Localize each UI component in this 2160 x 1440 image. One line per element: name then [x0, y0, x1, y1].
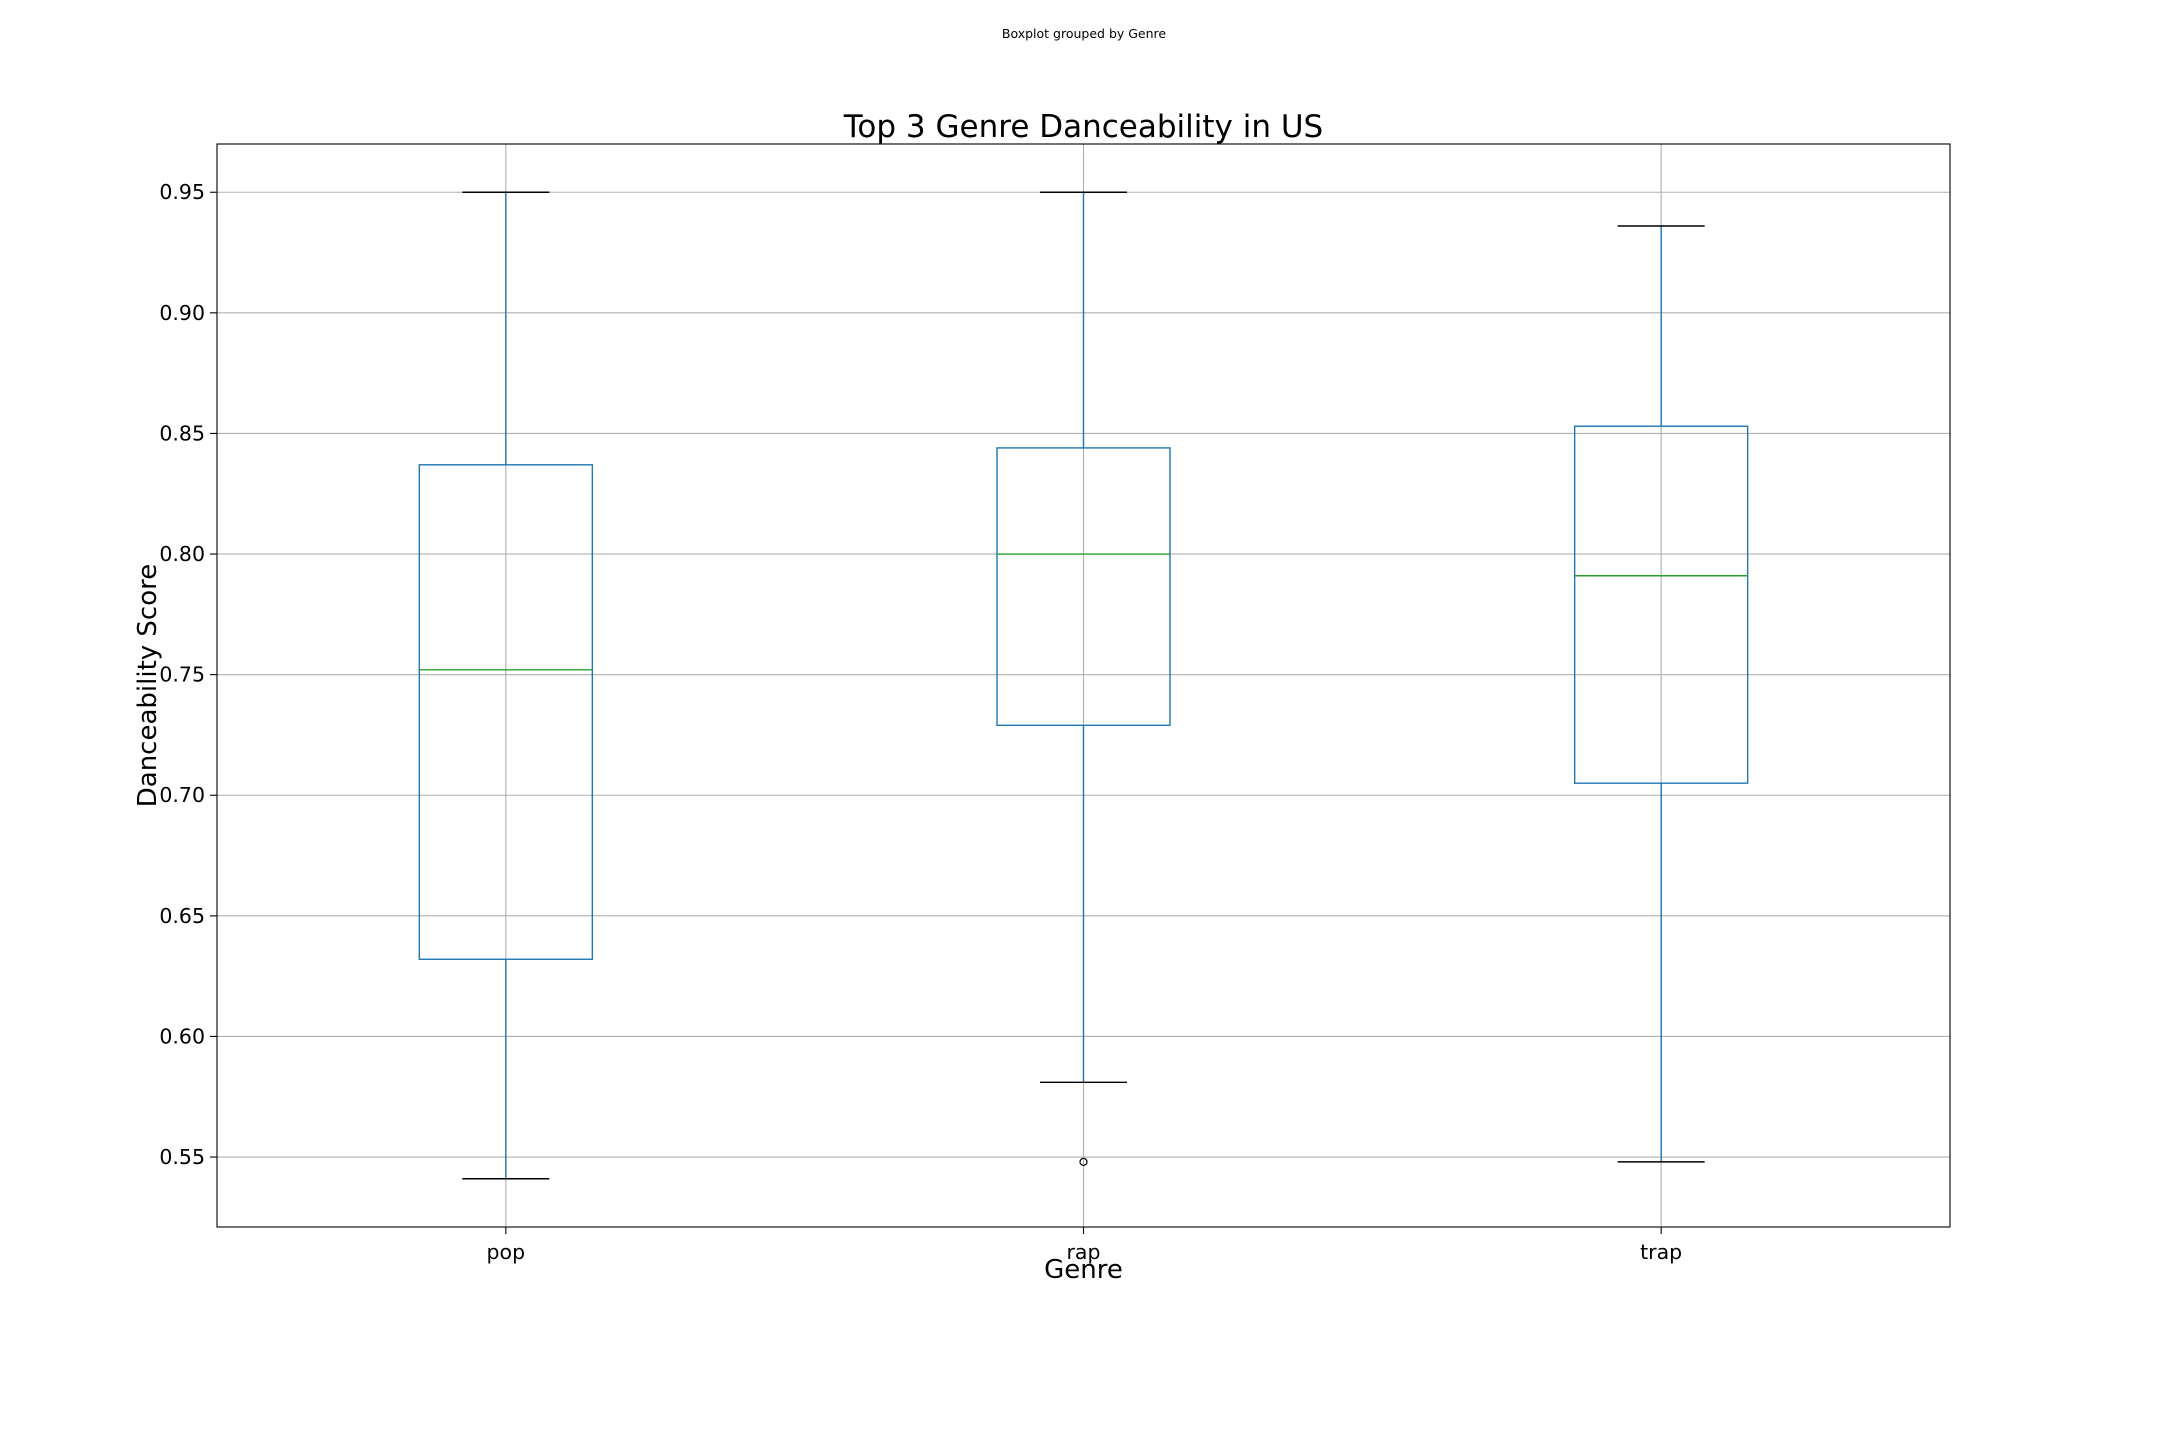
y-tick-label: 0.85: [159, 421, 205, 445]
y-tick-label: 0.65: [159, 904, 205, 928]
y-tick-label: 0.55: [159, 1145, 205, 1169]
y-tick-label: 0.80: [159, 542, 205, 566]
boxplot-area: 0.55 0.60 0.65 0.70 0.75 0.80 0.85 0.90 0.95 pop…: [159, 143, 1951, 1264]
x-tick-label-pop: pop: [487, 1240, 526, 1264]
y-tick-label: 0.75: [159, 663, 205, 687]
iqr-box: [1573, 425, 1749, 784]
y-tick-label: 0.95: [159, 180, 205, 204]
x-axis-ticks: pop rap trap: [487, 1227, 1682, 1264]
y-axis-label: Danceability Score: [133, 564, 163, 808]
boxes: [418, 191, 1749, 1180]
y-tick-label: 0.60: [159, 1024, 205, 1048]
x-axis-label: Genre: [1044, 1255, 1123, 1285]
outlier-point: [1079, 1157, 1088, 1166]
box-trap: [1573, 225, 1749, 1163]
box-pop: [418, 191, 594, 1180]
y-axis-ticks: 0.55 0.60 0.65 0.70 0.75 0.80 0.85 0.90 0.95: [159, 180, 217, 1169]
figure-suptitle: Boxplot grouped by Genre: [1002, 26, 1167, 41]
x-tick-label-trap: trap: [1640, 1240, 1682, 1264]
x-tick-label-rap: rap: [1066, 1240, 1100, 1264]
iqr-box: [418, 464, 594, 960]
box-rap: [996, 191, 1171, 1166]
y-tick-label: 0.70: [159, 783, 205, 807]
iqr-box: [996, 447, 1171, 726]
chart-title: Top 3 Genre Danceability in US: [843, 109, 1323, 145]
y-tick-label: 0.90: [159, 301, 205, 325]
